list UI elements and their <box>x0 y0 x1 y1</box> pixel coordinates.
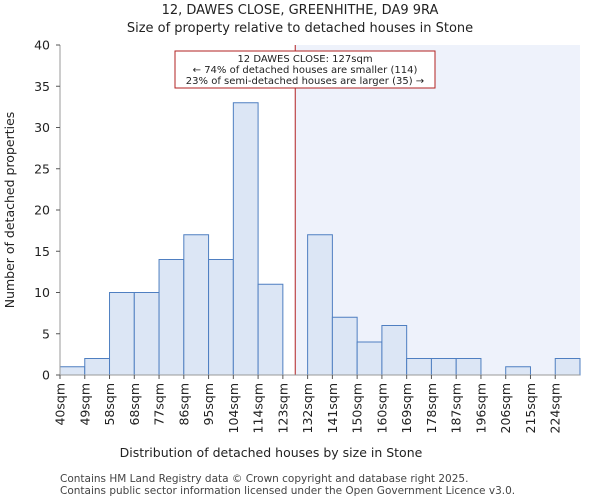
y-tick-label: 20 <box>34 203 50 218</box>
bar-141sqm <box>331 316 358 376</box>
x-tick-label: 196sqm <box>473 383 488 433</box>
bar-104sqm <box>232 102 259 376</box>
x-tick-label: 114sqm <box>251 383 266 433</box>
annotation-line-1: 12 DAWES CLOSE: 127sqm <box>237 54 372 65</box>
x-tick-label: 40sqm <box>53 383 68 426</box>
y-tick-label: 5 <box>42 326 50 341</box>
annotation-box: 12 DAWES CLOSE: 127sqm ← 74% of detached… <box>174 50 436 89</box>
y-tick-label: 40 <box>34 38 50 53</box>
annotation-line-3: 23% of semi-detached houses are larger (… <box>186 76 424 87</box>
bar-178sqm <box>430 358 457 376</box>
bar-160sqm <box>381 325 408 376</box>
y-tick-label: 10 <box>34 285 50 300</box>
bar-206sqm <box>505 366 531 376</box>
x-tick-label: 95sqm <box>201 383 216 426</box>
bar-58sqm <box>109 292 135 376</box>
y-tick-label: 15 <box>34 244 50 259</box>
x-tick-label: 104sqm <box>226 383 241 433</box>
x-tick-label: 58sqm <box>102 383 117 426</box>
bar-224sqm <box>554 358 581 376</box>
x-tick-label: 77sqm <box>152 383 167 426</box>
bar-187sqm <box>455 358 482 376</box>
x-axis-label: Distribution of detached houses by size … <box>120 445 423 460</box>
x-tick-label: 206sqm <box>498 383 513 433</box>
y-axis-label: Number of detached properties <box>2 112 17 309</box>
y-tick-label: 25 <box>34 161 50 176</box>
x-tick-label: 215sqm <box>523 383 538 433</box>
x-tick-label: 86sqm <box>176 383 191 426</box>
bar-150sqm <box>356 341 383 376</box>
x-tick-label: 178sqm <box>424 383 439 433</box>
y-tick-label: 0 <box>42 368 50 383</box>
x-tick-label: 123sqm <box>275 383 290 433</box>
y-tick-label: 30 <box>34 120 50 135</box>
x-tick-label: 160sqm <box>374 383 389 433</box>
chart-subtitle: Size of property relative to detached ho… <box>127 21 473 36</box>
x-tick-label: 132sqm <box>300 383 315 433</box>
y-tick-label: 35 <box>34 79 50 94</box>
bar-77sqm <box>158 259 185 376</box>
x-tick-label: 150sqm <box>350 383 365 433</box>
bar-49sqm <box>84 358 111 376</box>
bar-40sqm <box>59 366 86 376</box>
footer-line-1: Contains HM Land Registry data © Crown c… <box>60 473 468 485</box>
bar-86sqm <box>183 234 210 376</box>
bar-132sqm <box>307 234 333 376</box>
footer-line-2: Contains public sector information licen… <box>60 485 515 497</box>
bar-95sqm <box>208 259 234 376</box>
x-tick-label: 49sqm <box>77 383 92 426</box>
x-tick-label: 169sqm <box>399 383 414 433</box>
x-tick-label: 68sqm <box>127 383 142 426</box>
x-tick-label: 224sqm <box>548 383 563 433</box>
x-tick-label: 187sqm <box>449 383 464 433</box>
bar-114sqm <box>257 283 284 376</box>
x-tick-label: 141sqm <box>325 383 340 433</box>
chart-title: 12, DAWES CLOSE, GREENHITHE, DA9 9RA <box>162 3 439 18</box>
bar-68sqm <box>133 292 160 376</box>
annotation-line-2: ← 74% of detached houses are smaller (11… <box>193 65 418 76</box>
bar-169sqm <box>406 358 432 376</box>
